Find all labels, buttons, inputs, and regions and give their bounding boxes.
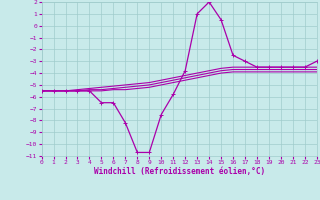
X-axis label: Windchill (Refroidissement éolien,°C): Windchill (Refroidissement éolien,°C) — [94, 167, 265, 176]
